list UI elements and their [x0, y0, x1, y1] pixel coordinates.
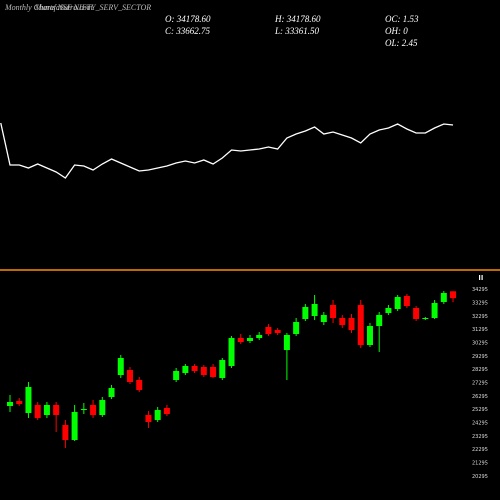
y-tick-label: 25295	[472, 407, 488, 413]
candle-body	[210, 367, 217, 377]
candle-body	[357, 305, 364, 345]
y-tick-label: 20295	[472, 474, 488, 480]
candle-body	[219, 360, 226, 378]
candle-body	[117, 358, 124, 375]
y-tick-label: 32295	[472, 314, 488, 320]
candle-body	[34, 405, 41, 418]
candle-body	[283, 335, 290, 350]
ohlc-label: OC: 1.53	[385, 14, 419, 24]
y-tick-label: 33295	[472, 301, 488, 307]
y-tick-label: 29295	[472, 354, 488, 360]
candle-body	[62, 425, 69, 440]
candle-body	[163, 408, 170, 414]
candle-body	[339, 318, 346, 325]
candle-body	[422, 318, 429, 319]
candle-body	[80, 409, 87, 410]
candle-body	[228, 338, 235, 366]
candle-body	[43, 405, 50, 415]
candle-body	[200, 367, 207, 375]
y-tick-label: 34295	[472, 287, 488, 293]
candle-body	[7, 402, 13, 406]
candle-body	[126, 370, 133, 382]
candle-body	[450, 291, 457, 299]
ohlc-label: OH: 0	[385, 26, 408, 36]
candle-body	[431, 303, 438, 318]
y-tick-label: 28295	[472, 367, 488, 373]
ohlc-label: O: 34178.60	[165, 14, 211, 24]
candle-body	[246, 338, 253, 341]
candle-body	[311, 304, 318, 316]
candle-body	[173, 371, 180, 380]
y-tick-label: 30295	[472, 341, 488, 347]
y-tick-label: 31295	[472, 327, 488, 333]
y-tick-label: 22295	[472, 447, 488, 453]
y-tick-label: 24295	[472, 421, 488, 427]
line-series	[0, 122, 454, 179]
y-tick-label: 23295	[472, 434, 488, 440]
y-tick-label: 21295	[472, 461, 488, 467]
candle-body	[385, 308, 392, 313]
candle-body	[71, 412, 78, 440]
candle-body	[154, 410, 161, 420]
candle-body	[16, 401, 23, 404]
ohlc-label: H: 34178.60	[274, 14, 321, 24]
ohlc-label: C: 33662.75	[165, 26, 211, 36]
candle-body	[413, 308, 420, 319]
ohlc-label: OL: 2.45	[385, 38, 418, 48]
candle-body	[403, 296, 410, 306]
watermark: MunafaSutra.com	[34, 3, 93, 12]
candle-body	[274, 330, 281, 333]
candle-body	[376, 315, 383, 326]
ohlc-label: L: 33361.50	[274, 26, 320, 36]
candle-body	[237, 338, 244, 342]
candle-body	[145, 415, 152, 422]
candle-body	[293, 322, 300, 334]
candle-body	[366, 326, 373, 345]
candle-body	[25, 387, 32, 413]
candle-body	[302, 307, 309, 319]
candle-body	[330, 305, 337, 318]
candle-body	[256, 335, 263, 338]
candle-body	[440, 293, 447, 302]
y-tick-label: 26295	[472, 394, 488, 400]
candle-body	[108, 388, 115, 397]
marker	[479, 275, 481, 280]
y-tick-label: 27295	[472, 381, 488, 387]
candle-body	[90, 405, 97, 415]
candle-body	[394, 297, 401, 309]
candle-body	[191, 366, 198, 371]
candle-body	[136, 380, 143, 390]
candle-body	[99, 400, 106, 415]
candle-body	[265, 327, 272, 334]
chart-title: Monthly Charts NSE NIFTY_SERV_SECTOR	[4, 3, 151, 12]
candle-body	[320, 315, 327, 322]
candle-body	[348, 318, 355, 330]
marker	[481, 275, 483, 280]
candle-body	[53, 405, 60, 415]
candle-body	[182, 366, 189, 373]
